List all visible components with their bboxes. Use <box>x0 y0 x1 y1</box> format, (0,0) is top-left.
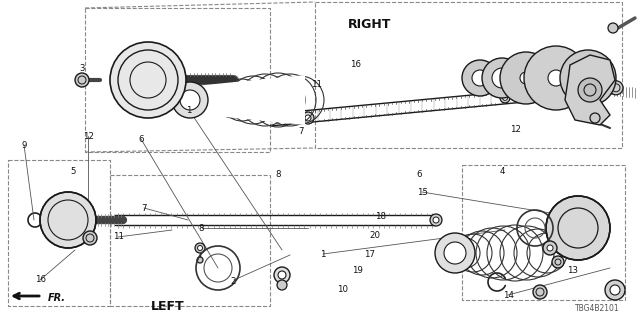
Circle shape <box>302 112 314 124</box>
Circle shape <box>198 245 202 251</box>
Circle shape <box>305 115 311 121</box>
Text: 13: 13 <box>567 266 579 275</box>
Polygon shape <box>565 55 615 125</box>
Circle shape <box>277 280 287 290</box>
Circle shape <box>430 214 442 226</box>
Text: 2: 2 <box>231 277 236 286</box>
Circle shape <box>472 70 488 86</box>
Circle shape <box>40 192 96 248</box>
Circle shape <box>500 52 552 104</box>
Circle shape <box>546 196 610 260</box>
Text: 4: 4 <box>500 167 505 176</box>
Circle shape <box>560 50 616 106</box>
Circle shape <box>578 78 602 102</box>
Text: 8: 8 <box>276 170 281 179</box>
Circle shape <box>547 245 553 251</box>
Circle shape <box>500 93 510 103</box>
Circle shape <box>524 46 588 110</box>
Circle shape <box>195 243 205 253</box>
Circle shape <box>482 58 522 98</box>
Text: 8: 8 <box>199 224 204 233</box>
Polygon shape <box>195 75 305 125</box>
Circle shape <box>110 42 186 118</box>
Circle shape <box>274 267 290 283</box>
Text: 18: 18 <box>375 212 387 220</box>
Text: 10: 10 <box>337 285 348 294</box>
Circle shape <box>462 60 498 96</box>
Text: 3: 3 <box>79 64 84 73</box>
Text: 17: 17 <box>364 250 376 259</box>
Text: 11: 11 <box>311 80 323 89</box>
Circle shape <box>502 95 508 100</box>
Circle shape <box>543 241 557 255</box>
Text: 6: 6 <box>417 170 422 179</box>
Text: 16: 16 <box>349 60 361 68</box>
Text: 1: 1 <box>186 106 191 115</box>
Text: 20: 20 <box>369 231 380 240</box>
Circle shape <box>172 82 208 118</box>
Text: 7: 7 <box>298 127 303 136</box>
Circle shape <box>444 242 466 264</box>
Circle shape <box>590 113 600 123</box>
Circle shape <box>83 231 97 245</box>
Circle shape <box>533 285 547 299</box>
Circle shape <box>548 70 564 86</box>
Text: 9: 9 <box>22 141 27 150</box>
Circle shape <box>197 257 203 263</box>
Text: RIGHT: RIGHT <box>348 18 392 31</box>
Text: 1: 1 <box>321 250 326 259</box>
Text: LEFT: LEFT <box>151 300 185 313</box>
Text: 7: 7 <box>141 204 147 212</box>
Text: TBG4B2101: TBG4B2101 <box>575 304 620 313</box>
Text: 6: 6 <box>138 135 143 144</box>
Text: 16: 16 <box>35 276 46 284</box>
Circle shape <box>610 285 620 295</box>
Circle shape <box>608 23 618 33</box>
Text: FR.: FR. <box>48 293 66 303</box>
Circle shape <box>582 72 594 84</box>
Circle shape <box>605 280 625 300</box>
Text: 19: 19 <box>352 266 362 275</box>
Circle shape <box>278 271 286 279</box>
Circle shape <box>492 68 512 88</box>
Circle shape <box>180 90 200 110</box>
Circle shape <box>75 73 89 87</box>
Text: 14: 14 <box>503 292 515 300</box>
Text: 11: 11 <box>113 232 124 241</box>
Circle shape <box>520 72 532 84</box>
Circle shape <box>552 256 564 268</box>
Text: 12: 12 <box>509 125 521 134</box>
Circle shape <box>435 233 475 273</box>
Text: 12: 12 <box>83 132 94 140</box>
Text: 5: 5 <box>71 167 76 176</box>
Circle shape <box>609 81 623 95</box>
Circle shape <box>433 217 439 223</box>
Text: 15: 15 <box>417 188 428 196</box>
